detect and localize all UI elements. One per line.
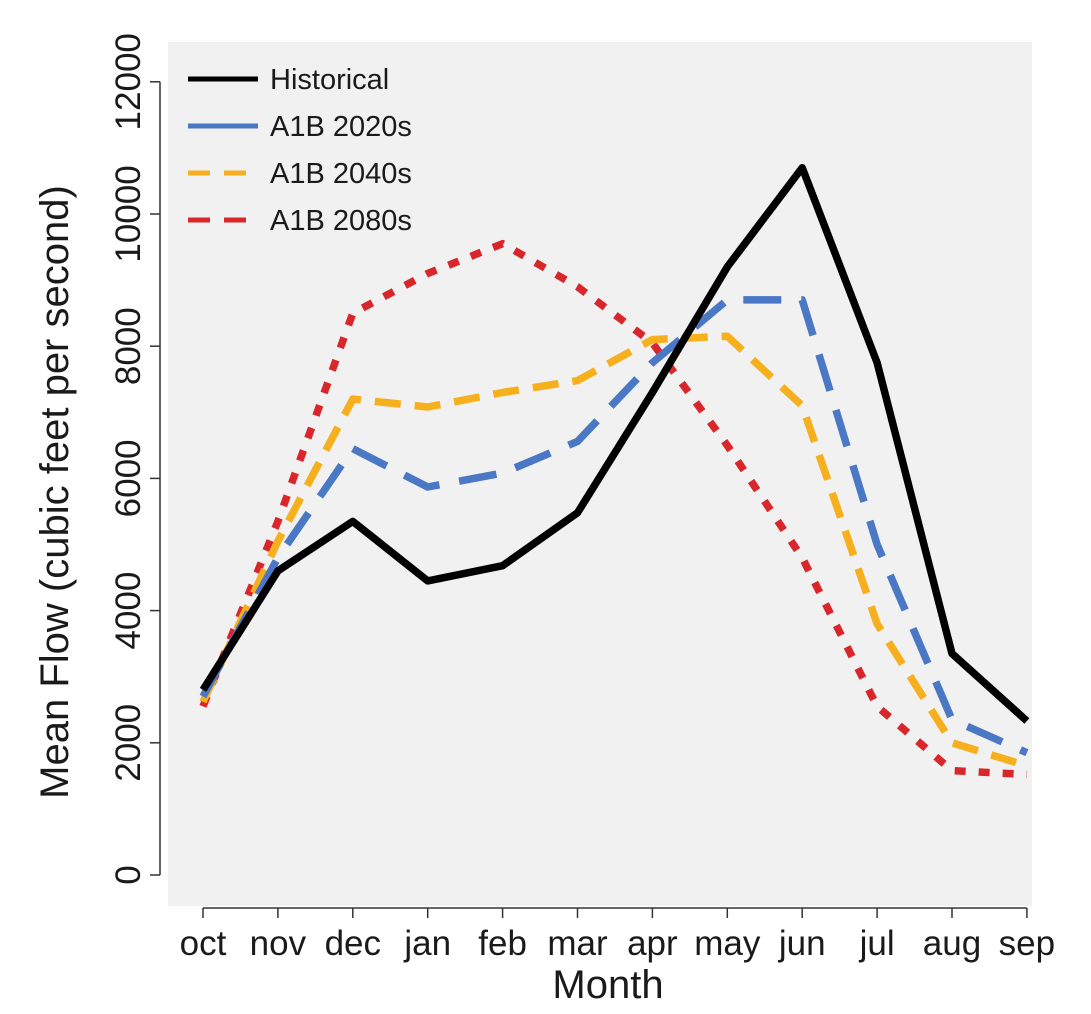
x-axis: oct nov dec jan feb mar apr may jun jul aug sep <box>180 907 1055 963</box>
x-tick-label: apr <box>627 924 678 963</box>
y-tick-label: 10000 <box>109 165 148 262</box>
x-tick-label: may <box>694 924 761 963</box>
legend-label: A1B 2080s <box>270 205 412 237</box>
y-tick-label: 8000 <box>109 307 148 385</box>
x-tick-label: sep <box>999 924 1055 963</box>
series-line-a1b-2020s <box>199 296 1029 757</box>
x-tick-label: feb <box>478 924 527 963</box>
y-tick-label: 6000 <box>109 439 148 517</box>
x-tick-label: aug <box>923 924 981 963</box>
y-axis-title: Mean Flow (cubic feet per second) <box>33 185 77 799</box>
series-line-historical <box>199 163 1030 724</box>
x-tick-label: dec <box>325 924 381 963</box>
y-axis: 0 2000 4000 6000 8000 10000 12000 <box>109 33 161 885</box>
x-axis-title: Month <box>552 963 663 1007</box>
legend-label: A1B 2040s <box>270 158 412 190</box>
y-tick-label: 4000 <box>109 572 148 650</box>
legend-label: Historical <box>270 64 389 96</box>
y-tick-label: 0 <box>109 865 148 884</box>
series-line-a1b-2040s <box>199 332 1029 770</box>
legend-label: A1B 2020s <box>270 111 412 143</box>
x-tick-label: jun <box>778 924 826 963</box>
x-tick-label: jul <box>859 924 895 963</box>
x-tick-label: oct <box>180 924 227 963</box>
x-tick-label: mar <box>547 924 608 963</box>
series-layer <box>199 163 1030 779</box>
legend: Historical A1B 2020s A1B 2040s A1B 2080s <box>188 64 412 237</box>
x-tick-label: nov <box>250 924 307 963</box>
y-tick-label: 2000 <box>109 704 148 782</box>
y-tick-label: 12000 <box>109 33 148 130</box>
x-tick-label: jan <box>403 924 451 963</box>
